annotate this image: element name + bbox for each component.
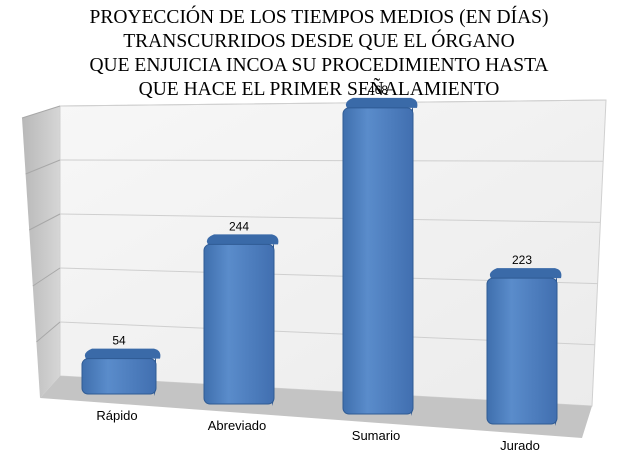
bar-3 [342, 97, 418, 416]
bar-front-4 [486, 277, 558, 425]
bar-front-1 [81, 358, 157, 395]
bar-top-2 [206, 234, 279, 245]
chart-title-line-4: QUE HACE EL PRIMER SEÑALAMIENTO [138, 79, 500, 100]
chart-labels: 54 Rápido 244 Abreviado 468 Sumario 223 Jurado [96, 83, 539, 453]
bar-1 [81, 348, 161, 396]
bar-top-3 [345, 97, 418, 108]
category-label-3: Sumario [352, 428, 400, 443]
chart-title: PROYECCIÓN DE LOS TIEMPOS MEDIOS (EN DÍA… [0, 6, 638, 102]
chart-floor [40, 376, 592, 438]
data-label-2: 244 [229, 219, 249, 233]
bar-top-4 [489, 268, 562, 279]
bar-front-2 [203, 243, 275, 405]
gridline-side [21, 105, 61, 119]
gridline-back [59, 159, 604, 162]
gridline-side [25, 159, 61, 175]
chart-title-line-1: PROYECCIÓN DE LOS TIEMPOS MEDIOS (EN DÍA… [89, 7, 549, 28]
data-label-1: 54 [112, 334, 126, 348]
gridline-side [28, 213, 61, 231]
chart-title-line-3: QUE ENJUICIA INCOA SU PROCEDIMIENTO HAST… [89, 55, 549, 76]
chart-side-wall [22, 106, 60, 398]
gridline-side [32, 267, 61, 287]
bar-top-1 [84, 348, 161, 359]
gridline-back [59, 99, 607, 107]
bar-2 [203, 234, 279, 406]
bar-front-3 [342, 107, 414, 415]
category-label-1: Rápido [96, 408, 137, 423]
bar-4 [486, 268, 562, 426]
category-label-2: Abreviado [208, 418, 267, 433]
gridline-side [36, 321, 61, 343]
chart-title-line-2: TRANSCURRIDOS DESDE QUE EL ÓRGANO [123, 31, 515, 52]
data-label-4: 223 [512, 253, 532, 267]
data-label-3: 468 [368, 83, 388, 97]
category-label-4: Jurado [500, 438, 540, 453]
chart-bars [81, 97, 562, 426]
gridline-back [59, 213, 601, 223]
